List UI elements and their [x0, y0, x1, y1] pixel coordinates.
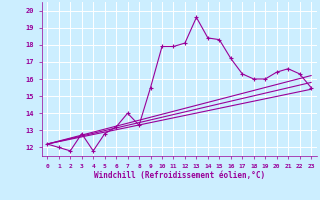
X-axis label: Windchill (Refroidissement éolien,°C): Windchill (Refroidissement éolien,°C) — [94, 171, 265, 180]
